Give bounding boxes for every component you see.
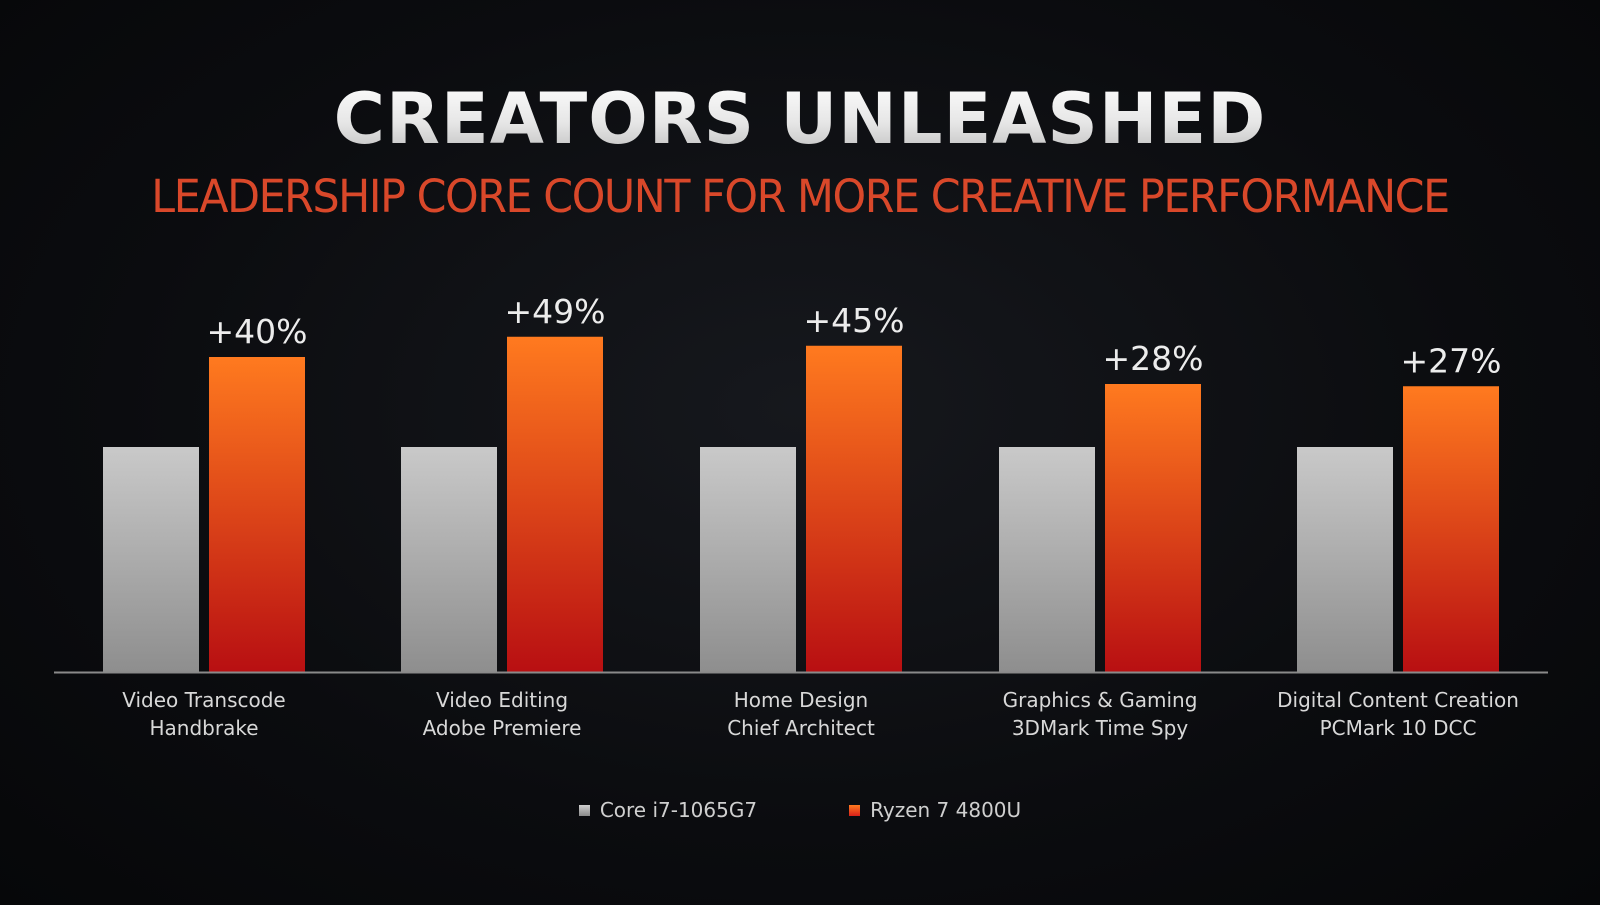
labels-group: +40% Video Transcode Handbrake +49% Video Ed… <box>122 292 1519 740</box>
data-label-2: +49% <box>505 292 606 331</box>
bar-core-i7-2 <box>401 447 497 672</box>
bar-core-i7-5 <box>1297 447 1393 672</box>
data-label-5: +27% <box>1401 341 1502 380</box>
bar-core-i7-3 <box>700 447 796 672</box>
category-label-3-line-1: Home Design <box>734 688 868 712</box>
slide-subtitle: LEADERSHIP CORE COUNT FOR MORE CREATIVE … <box>151 170 1450 223</box>
bar-ryzen-2 <box>507 336 603 672</box>
category-label-2-line-1: Video Editing <box>436 688 568 712</box>
category-label-5-line-2: PCMark 10 DCC <box>1320 716 1477 740</box>
data-label-1: +40% <box>207 312 308 351</box>
data-label-4: +28% <box>1103 339 1204 378</box>
category-label-3-line-2: Chief Architect <box>727 716 875 740</box>
bar-ryzen-1 <box>209 357 305 672</box>
legend-swatch-gray <box>578 804 590 816</box>
category-label-4-line-2: 3DMark Time Spy <box>1012 716 1188 740</box>
legend-label-ryzen: Ryzen 7 4800U <box>870 798 1022 822</box>
bars-group <box>103 336 1499 672</box>
category-label-1-line-2: Handbrake <box>149 716 258 740</box>
bar-ryzen-4 <box>1105 384 1201 672</box>
legend-item-ryzen: Ryzen 7 4800U <box>849 798 1021 822</box>
slide-title: CREATORS UNLEASHED <box>0 78 1600 160</box>
category-label-4-line-1: Graphics & Gaming <box>1003 688 1198 712</box>
bar-ryzen-3 <box>806 345 902 672</box>
legend: Core i7-1065G7 Ryzen 7 4800U <box>0 798 1600 822</box>
data-label-3: +45% <box>804 301 905 340</box>
bar-core-i7-4 <box>999 447 1095 672</box>
category-label-5-line-1: Digital Content Creation <box>1277 688 1519 712</box>
bar-ryzen-5 <box>1403 386 1499 672</box>
bar-core-i7-1 <box>103 447 199 672</box>
legend-label-core-i7: Core i7-1065G7 <box>599 798 758 822</box>
category-label-2-line-2: Adobe Premiere <box>423 716 582 740</box>
category-label-1-line-1: Video Transcode <box>122 688 285 712</box>
legend-item-core-i7: Core i7-1065G7 <box>578 798 758 822</box>
legend-swatch-orange <box>849 804 861 816</box>
